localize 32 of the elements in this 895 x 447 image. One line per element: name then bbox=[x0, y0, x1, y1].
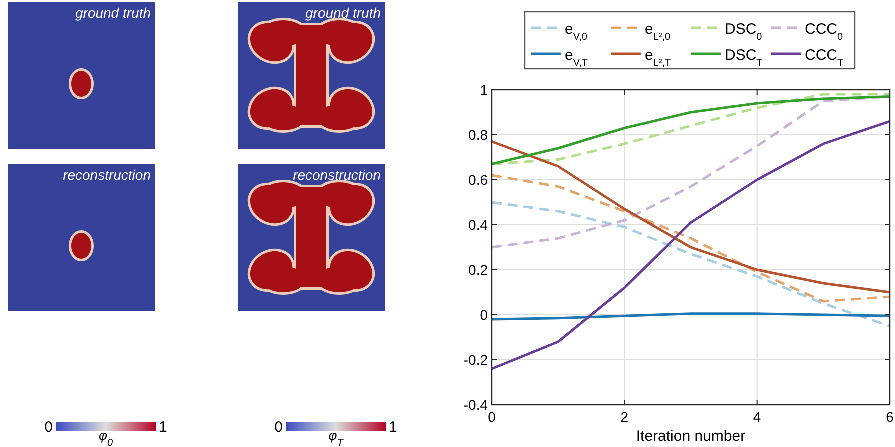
legend-label: e$_{V,T}$ bbox=[565, 47, 588, 68]
legend-label: CCC$_{0}$ bbox=[805, 21, 844, 42]
x-tick-label: 2 bbox=[620, 409, 629, 425]
y-tick-label: 1 bbox=[480, 82, 488, 98]
legend-label: DSC$_{0}$ bbox=[725, 21, 763, 42]
text: 1 bbox=[159, 419, 168, 436]
x-tick-label: 6 bbox=[886, 409, 894, 425]
text: ground truth bbox=[306, 5, 382, 21]
line-series bbox=[490, 140, 892, 294]
legend-label: e$_{L²,T}$ bbox=[645, 47, 672, 68]
color-bar-title: φ$_{T}$ bbox=[328, 428, 344, 447]
x-tick-label: 4 bbox=[753, 409, 762, 425]
y-tick-label: -0.2 bbox=[464, 352, 488, 368]
y-tick-label: -0.4 bbox=[464, 397, 488, 413]
text: reconstruction bbox=[63, 167, 152, 183]
text: ground truth bbox=[76, 5, 152, 21]
text: 1 bbox=[389, 419, 398, 436]
y-tick-label: 0.6 bbox=[468, 172, 488, 188]
line-series bbox=[490, 174, 892, 303]
y-tick-label: 0 bbox=[480, 307, 488, 323]
y-tick-label: 0.8 bbox=[468, 127, 488, 143]
color-bar-title: φ$_{0}$ bbox=[98, 428, 114, 447]
legend-label: CCC$_{T}$ bbox=[805, 47, 844, 68]
legend-label: e$_{V,0}$ bbox=[565, 21, 588, 42]
y-tick-label: 0.2 bbox=[468, 262, 488, 278]
y-tick-label: 0.4 bbox=[468, 217, 488, 233]
legend-label: e$_{L²,0}$ bbox=[645, 21, 672, 42]
line-series bbox=[490, 201, 892, 328]
text: reconstruction bbox=[293, 167, 382, 183]
x-axis-title: Iteration number bbox=[636, 428, 746, 445]
legend-label: DSC$_{T}$ bbox=[725, 47, 763, 68]
line-series bbox=[490, 120, 892, 370]
